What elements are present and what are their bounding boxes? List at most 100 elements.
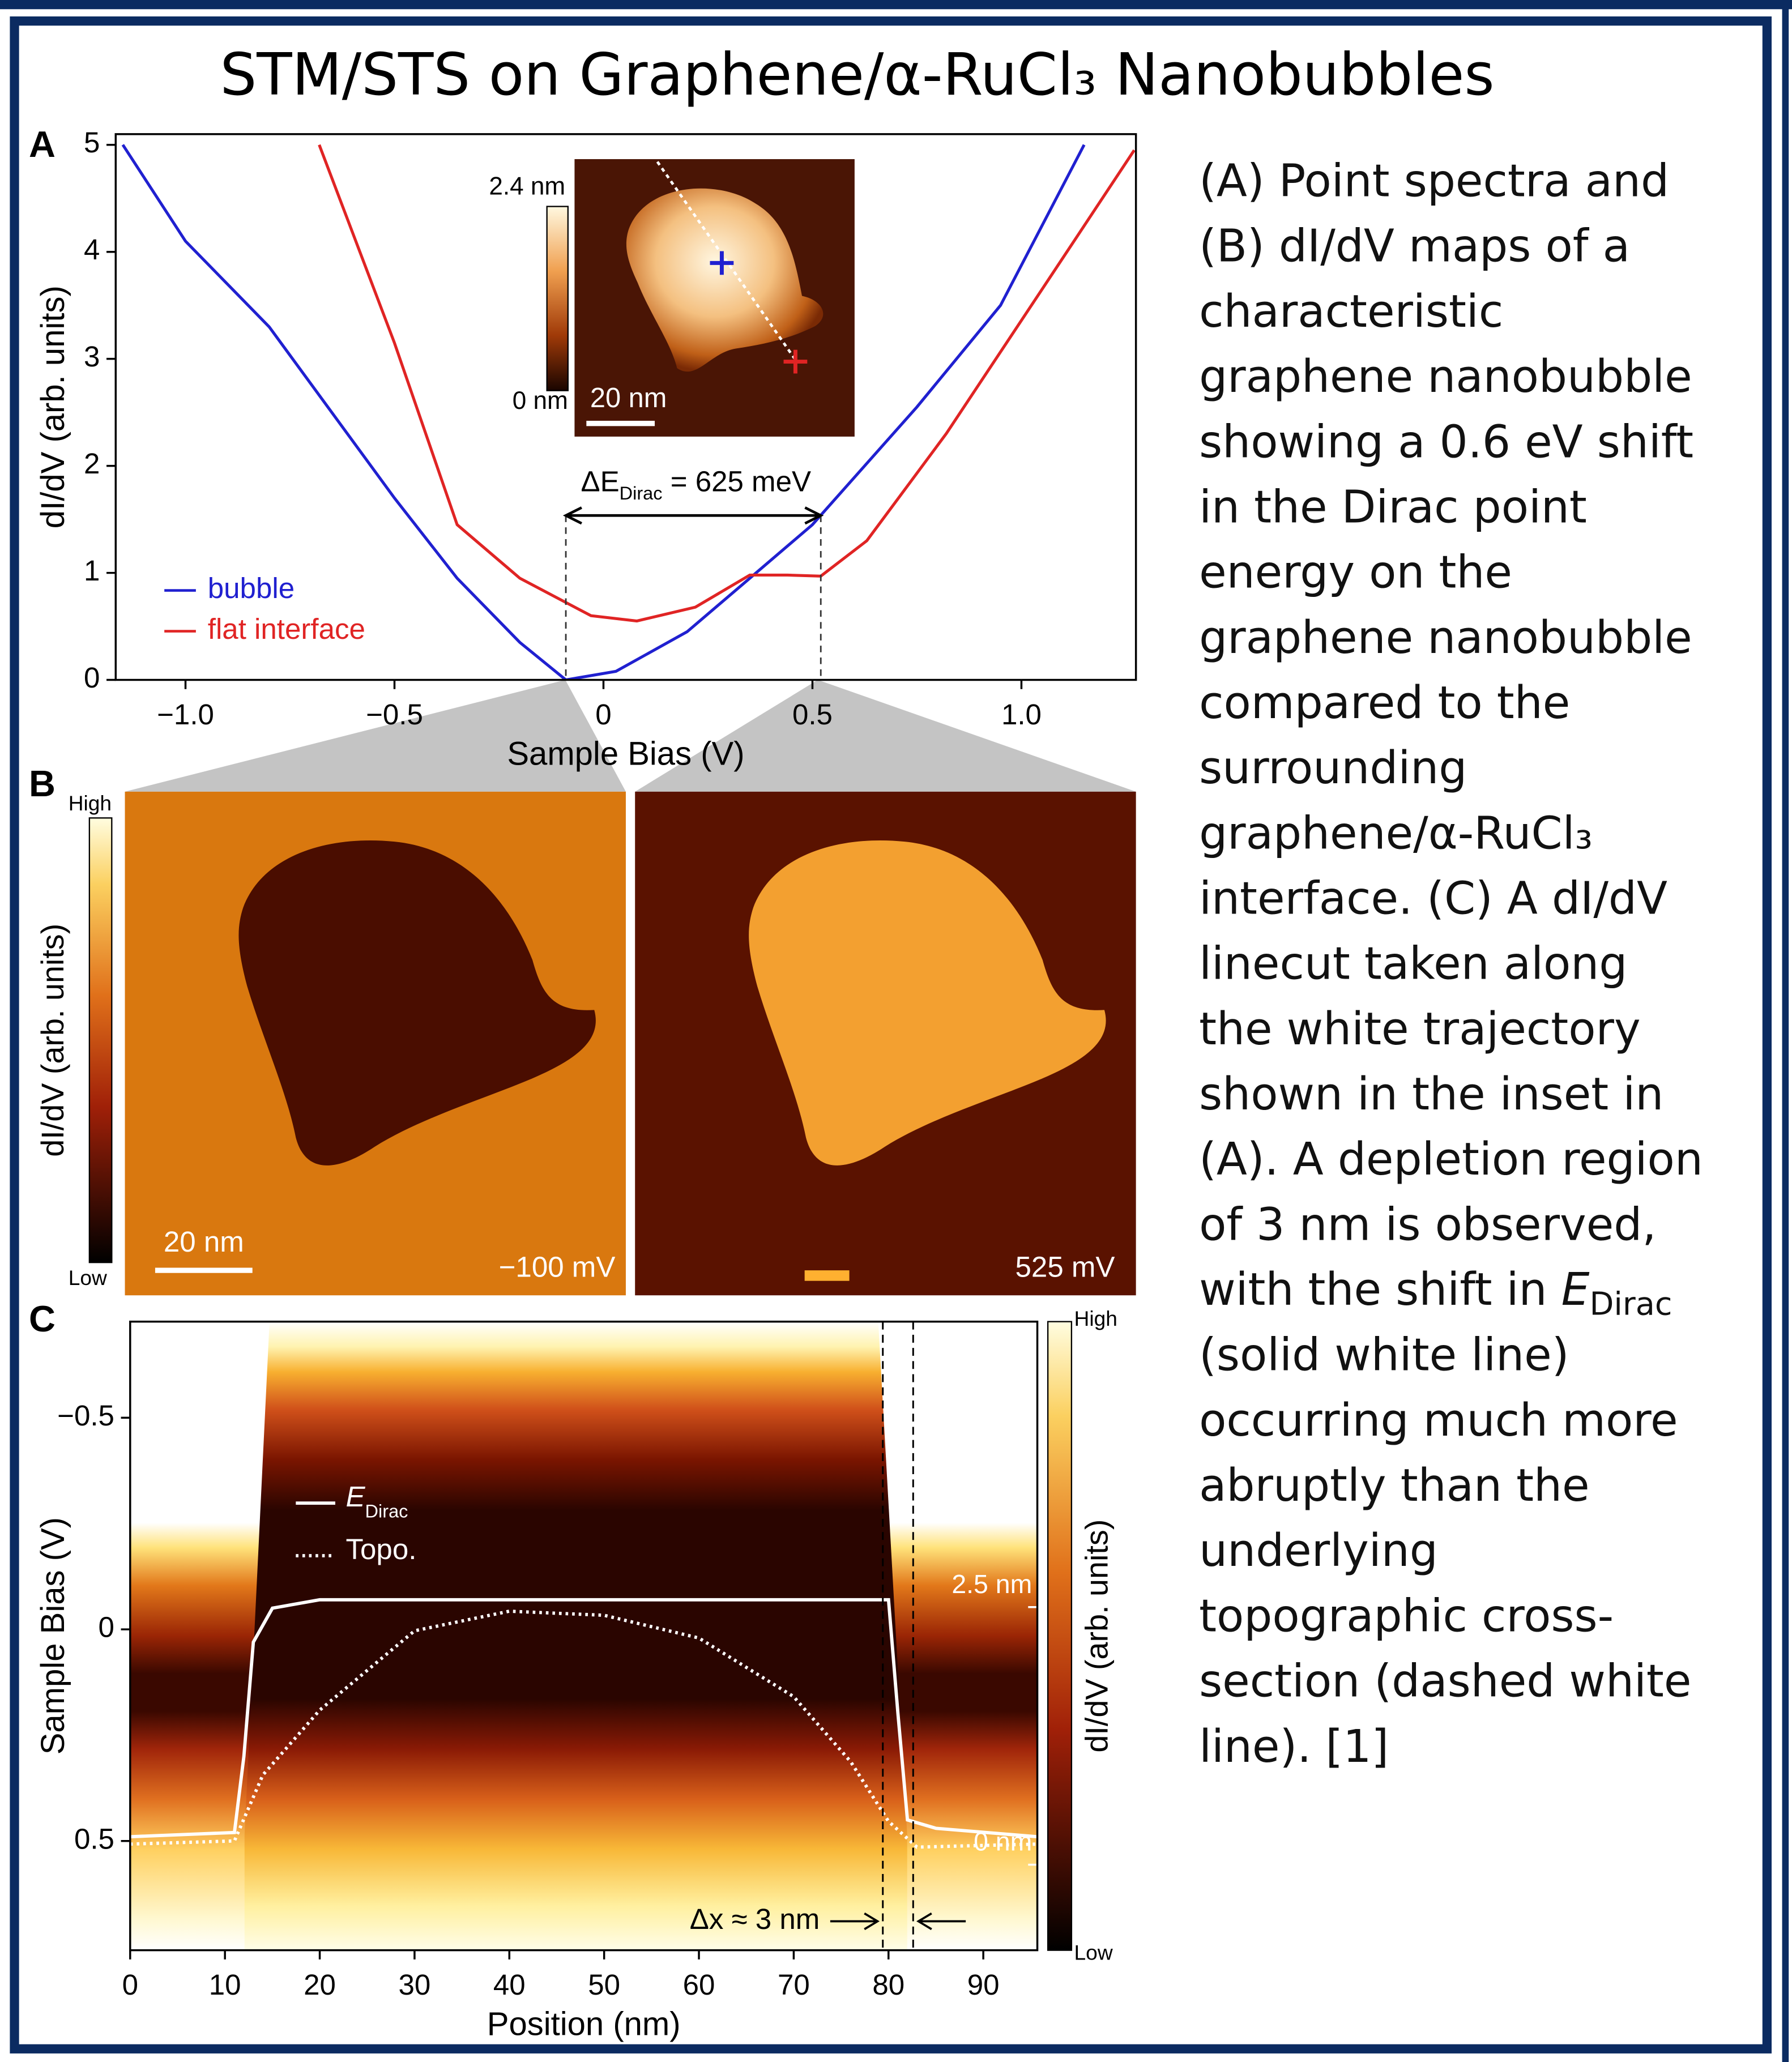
x-tick-label: 90 bbox=[967, 1969, 1000, 2001]
caption-text: with the shift in bbox=[1199, 1264, 1561, 1316]
y-tick-label: 0.5 bbox=[74, 1822, 114, 1855]
x-tick-label: 60 bbox=[683, 1969, 715, 2001]
caption-line: compared to the bbox=[1199, 677, 1570, 729]
y-axis-label: dI/dV (arb. units) bbox=[35, 285, 71, 528]
caption-line: in the Dirac point bbox=[1199, 481, 1587, 533]
series-line bbox=[318, 144, 1136, 623]
caption-line: (A) Point spectra and bbox=[1199, 155, 1669, 207]
x-tick-label: 80 bbox=[872, 1969, 904, 2001]
panel-label: C bbox=[29, 1298, 56, 1339]
y-tick-label: 2 bbox=[84, 447, 100, 480]
caption-line: characteristic bbox=[1199, 285, 1503, 338]
y-tick-label: 5 bbox=[84, 126, 100, 159]
series-line bbox=[130, 1598, 1038, 1839]
series-line bbox=[121, 144, 1086, 680]
caption-line: graphene nanobubble bbox=[1199, 612, 1692, 664]
depletion-arrows bbox=[830, 1912, 966, 1931]
caption-line: surrounding bbox=[1199, 742, 1467, 794]
map-label: −100 mV bbox=[499, 1250, 616, 1283]
annotation-sub: Dirac bbox=[620, 483, 663, 503]
frame-top bbox=[0, 0, 1792, 10]
x-tick-label: −0.5 bbox=[366, 698, 423, 731]
x-tick-label: 30 bbox=[399, 1969, 431, 2001]
x-tick-label: 20 bbox=[304, 1969, 336, 2001]
caption-line: abruptly than the bbox=[1199, 1459, 1590, 1512]
y2-tick-label: 2.5 nm bbox=[952, 1569, 1032, 1599]
projection bbox=[635, 680, 1136, 792]
legend-name: E bbox=[346, 1481, 366, 1513]
caption-line: with the shift in EDirac bbox=[1199, 1264, 1672, 1323]
x-axis-label: Position (nm) bbox=[487, 2006, 681, 2043]
caption-line: (B) dI/dV maps of a bbox=[1199, 220, 1630, 272]
caption-line: the white trajectory bbox=[1199, 1003, 1641, 1055]
caption-line: of 3 nm is observed, bbox=[1199, 1198, 1656, 1250]
inset-scale-bar: 20 nm bbox=[590, 383, 667, 413]
y-axis-label: Sample Bias (V) bbox=[35, 1517, 71, 1754]
x-tick-label: 0 bbox=[122, 1969, 138, 2001]
map-spot bbox=[804, 1270, 850, 1281]
inset-scale-min: 0 nm bbox=[513, 387, 568, 415]
caption-line: energy on the bbox=[1199, 547, 1512, 599]
x-tick-label: 70 bbox=[778, 1969, 810, 2001]
projection bbox=[125, 680, 626, 792]
x-tick-label: 10 bbox=[209, 1969, 241, 2001]
y-tick-label: −0.5 bbox=[57, 1399, 114, 1432]
caption-line: (A). A depletion region bbox=[1199, 1133, 1703, 1185]
scale-label: 20 nm bbox=[164, 1226, 244, 1258]
title: STM/STS on Graphene/α-RuCl₃ Nanobubbles bbox=[220, 41, 1494, 109]
colorbar bbox=[1047, 1321, 1073, 1951]
colorbar-low: Low bbox=[1074, 1940, 1113, 1964]
x-axis-label: Sample Bias (V) bbox=[507, 736, 744, 772]
inset-bubble bbox=[626, 188, 824, 372]
colorbar-high: High bbox=[1074, 1307, 1117, 1330]
y-tick-label: 3 bbox=[84, 340, 100, 373]
y-tick-label: 0 bbox=[84, 661, 100, 694]
legend-name: Topo. bbox=[346, 1534, 417, 1566]
annotation-text: = 625 meV bbox=[663, 466, 812, 498]
x-tick-label: 50 bbox=[588, 1969, 620, 2001]
x-tick-label: 0.5 bbox=[792, 698, 833, 731]
heatmap bbox=[244, 1321, 907, 1950]
caption-symbol: E bbox=[1561, 1264, 1590, 1316]
caption-line: section (dashed white bbox=[1199, 1655, 1691, 1707]
caption-sub: Dirac bbox=[1590, 1286, 1672, 1322]
depletion-label: Δx ≈ 3 nm bbox=[690, 1903, 820, 1935]
y-tick-label: 4 bbox=[84, 233, 100, 266]
plot-frame bbox=[129, 1320, 1039, 1952]
colorbar-high: High bbox=[69, 791, 112, 815]
panel-label: A bbox=[29, 123, 56, 165]
panel-label: B bbox=[29, 763, 56, 804]
plot-frame bbox=[114, 133, 1137, 681]
caption-line: occurring much more bbox=[1199, 1394, 1678, 1446]
colorbar bbox=[88, 817, 113, 1263]
annotation: ΔEDirac = 625 meV bbox=[581, 466, 812, 503]
legend-label: EDirac bbox=[346, 1481, 408, 1521]
caption-line: linecut taken along bbox=[1199, 938, 1627, 990]
caption-line: shown in the inset in bbox=[1199, 1068, 1663, 1120]
caption-line: showing a 0.6 eV shift bbox=[1199, 416, 1693, 468]
x-tick-label: 40 bbox=[493, 1969, 526, 2001]
arrow bbox=[562, 506, 824, 525]
map-label: 525 mV bbox=[1016, 1250, 1115, 1283]
colorbar-label: dI/dV (arb. units) bbox=[1079, 1519, 1114, 1753]
caption-line: line). [1] bbox=[1199, 1721, 1389, 1773]
legend-label: flat interface bbox=[208, 613, 365, 645]
bubble-marker bbox=[710, 251, 734, 275]
colorbar bbox=[546, 206, 569, 391]
legend-sub: Dirac bbox=[365, 1501, 408, 1521]
y-tick-label: 1 bbox=[84, 554, 100, 587]
x-tick-label: 1.0 bbox=[1001, 698, 1042, 731]
flat-marker bbox=[783, 349, 808, 374]
caption-line: topographic cross- bbox=[1199, 1590, 1614, 1642]
annotation-delta: ΔE bbox=[581, 466, 620, 498]
y-tick-label: 0 bbox=[99, 1611, 114, 1643]
x-tick-label: 0 bbox=[595, 698, 611, 731]
inset-scale-max: 2.4 nm bbox=[489, 173, 565, 200]
colorbar-low: Low bbox=[69, 1266, 107, 1290]
x-tick-label: −1.0 bbox=[157, 698, 214, 731]
colorbar-label: dI/dV (arb. units) bbox=[35, 924, 70, 1157]
caption-line: graphene nanobubble bbox=[1199, 351, 1692, 403]
